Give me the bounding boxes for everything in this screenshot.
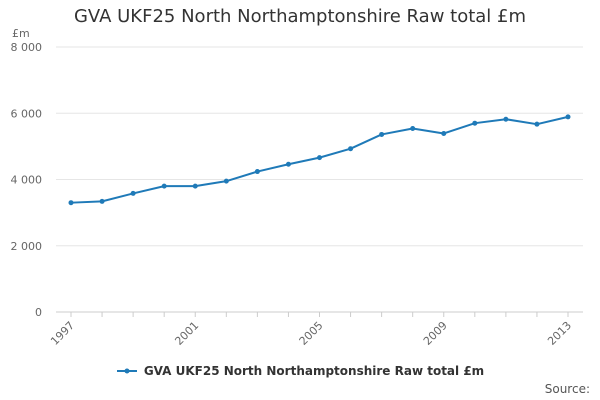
data-point [472, 120, 478, 126]
y-axis-unit-label: £m [12, 27, 30, 40]
x-tick-label: 2009 [421, 319, 450, 348]
data-point [534, 121, 540, 127]
data-point [285, 161, 291, 167]
y-tick-label: 0 [35, 306, 42, 319]
data-point [254, 169, 260, 175]
y-tick-label: 2 000 [11, 240, 43, 253]
legend-label: GVA UKF25 North Northamptonshire Raw tot… [143, 364, 485, 378]
legend[interactable]: GVA UKF25 North Northamptonshire Raw tot… [0, 364, 600, 378]
data-point [441, 130, 447, 136]
data-point [503, 116, 509, 122]
data-point [379, 131, 385, 137]
y-tick-label: 6 000 [11, 107, 43, 120]
y-tick-label: 8 000 [11, 41, 43, 54]
data-point [68, 200, 74, 206]
data-point [161, 183, 167, 189]
legend-swatch [116, 368, 137, 374]
x-tick-label: 2001 [172, 319, 201, 348]
data-point [565, 114, 571, 120]
data-point [192, 183, 198, 189]
source-label[interactable]: Source: [544, 382, 590, 396]
chart-title: GVA UKF25 North Northamptonshire Raw tot… [73, 6, 527, 27]
x-tick-label: 2005 [297, 319, 326, 348]
data-point [317, 155, 322, 161]
data-point [99, 198, 105, 204]
data-point [348, 146, 354, 152]
data-point [130, 190, 136, 196]
data-point [223, 178, 229, 184]
x-tick-label: 1997 [48, 319, 77, 348]
y-tick-label: 4 000 [11, 174, 43, 187]
x-tick-label: 2013 [545, 319, 574, 348]
data-point [410, 125, 416, 131]
